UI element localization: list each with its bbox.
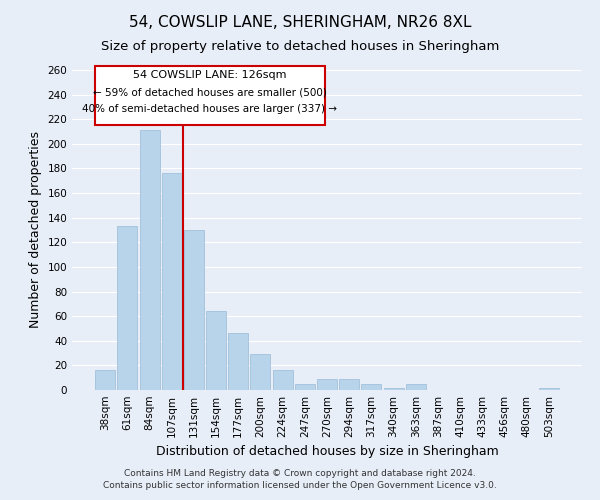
- Bar: [250, 354, 271, 390]
- Bar: [272, 370, 293, 390]
- Bar: [95, 370, 115, 390]
- Bar: [95, 66, 325, 126]
- Bar: [406, 384, 426, 390]
- Y-axis label: Number of detached properties: Number of detached properties: [29, 132, 42, 328]
- Bar: [140, 130, 160, 390]
- Bar: [118, 226, 137, 390]
- Bar: [539, 388, 559, 390]
- Text: 40% of semi-detached houses are larger (337) →: 40% of semi-detached houses are larger (…: [82, 104, 337, 115]
- Bar: [339, 379, 359, 390]
- Text: 54, COWSLIP LANE, SHERINGHAM, NR26 8XL: 54, COWSLIP LANE, SHERINGHAM, NR26 8XL: [129, 15, 471, 30]
- Bar: [383, 388, 404, 390]
- X-axis label: Distribution of detached houses by size in Sheringham: Distribution of detached houses by size …: [155, 446, 499, 458]
- Bar: [361, 384, 382, 390]
- Text: Size of property relative to detached houses in Sheringham: Size of property relative to detached ho…: [101, 40, 499, 53]
- Text: 54 COWSLIP LANE: 126sqm: 54 COWSLIP LANE: 126sqm: [133, 70, 287, 80]
- Bar: [206, 311, 226, 390]
- Bar: [295, 384, 315, 390]
- Bar: [228, 334, 248, 390]
- Text: ← 59% of detached houses are smaller (500): ← 59% of detached houses are smaller (50…: [93, 87, 327, 97]
- Text: Contains public sector information licensed under the Open Government Licence v3: Contains public sector information licen…: [103, 481, 497, 490]
- Text: Contains HM Land Registry data © Crown copyright and database right 2024.: Contains HM Land Registry data © Crown c…: [124, 468, 476, 477]
- Bar: [317, 379, 337, 390]
- Bar: [184, 230, 204, 390]
- Bar: [162, 174, 182, 390]
